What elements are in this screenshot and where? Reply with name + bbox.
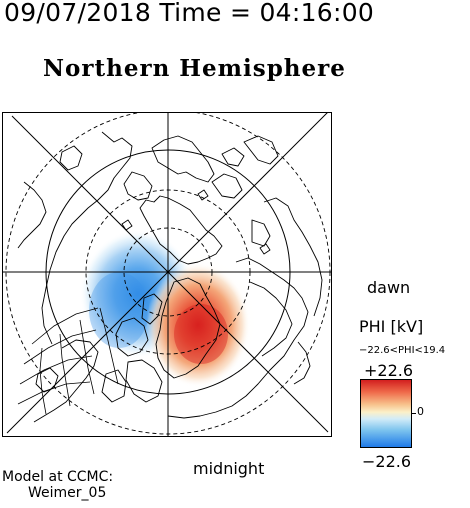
meridian-diagonal-1	[11, 115, 329, 433]
dawn-label: dawn	[367, 278, 411, 297]
colorbar-min-label: −22.6	[362, 452, 412, 471]
colorbar-title: PHI [kV]	[359, 317, 424, 336]
colorbar-zero-label: 0	[417, 405, 424, 418]
colorbar-zero-tick	[412, 413, 416, 414]
coastlines	[17, 131, 323, 423]
polar-map	[2, 112, 332, 437]
polar-map-canvas	[2, 112, 332, 437]
colorbar-max-label: +22.6	[364, 361, 414, 380]
midnight-label: midnight	[193, 459, 265, 478]
colorbar	[360, 379, 412, 448]
page-title: Northern Hemisphere	[43, 55, 346, 82]
header-date-time: 09/07/2018 Time = 04:16:00	[4, 0, 375, 27]
colorbar-range-text: −22.6<PHI<19.4	[359, 345, 446, 356]
meridian-diagonal-2	[6, 112, 329, 434]
model-credit-line-2: Weimer_05	[28, 485, 107, 501]
meridian-lines	[2, 112, 332, 437]
grid-mesh	[17, 307, 119, 415]
model-credit-line-1: Model at CCMC:	[2, 469, 114, 485]
